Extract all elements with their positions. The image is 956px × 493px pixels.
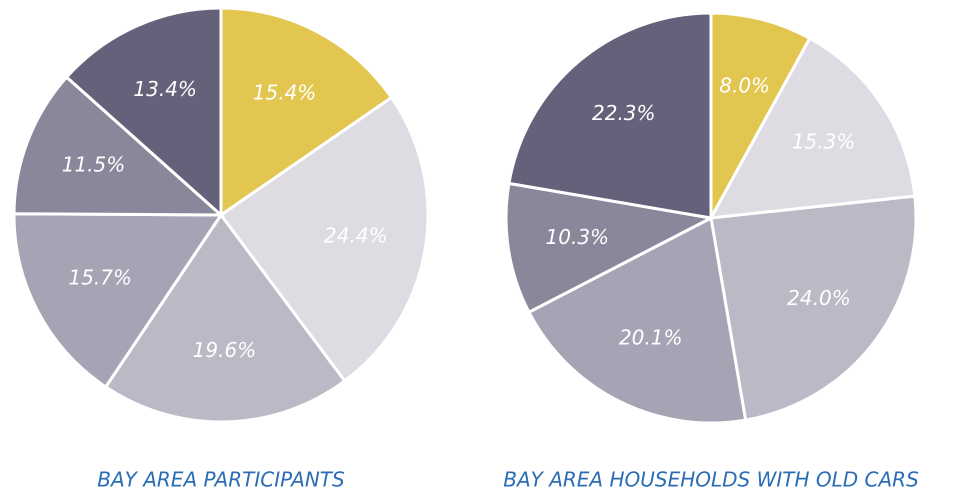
pie-slice — [219, 6, 394, 218]
slice-label: 24.4% — [324, 224, 388, 248]
pie-slice — [507, 11, 713, 220]
slice-label: 15.7% — [68, 265, 132, 289]
pie-slice — [103, 212, 347, 424]
chart-title: BAY AREA HOUSEHOLDS WITH OLD CARS — [503, 468, 919, 492]
slice-label: 15.3% — [792, 130, 856, 154]
pie-slice — [64, 6, 223, 219]
slice-label: 24.0% — [787, 286, 851, 310]
pie-slice — [12, 75, 225, 217]
slice-label: 10.3% — [546, 225, 610, 249]
slice-label: 19.6% — [193, 338, 257, 362]
slice-label: 15.4% — [253, 81, 317, 105]
pie-slice — [526, 215, 748, 425]
slice-label: 20.1% — [619, 326, 683, 350]
pie-slice — [709, 11, 812, 219]
slice-label: 11.5% — [62, 152, 126, 176]
pie-slice — [218, 95, 430, 384]
chart-title: BAY AREA PARTICIPANTS — [97, 468, 345, 492]
pie-slice — [708, 36, 917, 220]
slice-label: 22.3% — [592, 101, 656, 125]
slice-label: 13.4% — [133, 77, 197, 101]
slice-label: 8.0% — [719, 73, 770, 97]
pie-slice — [12, 212, 224, 390]
pie-slice — [709, 194, 918, 422]
pie-slice — [504, 181, 716, 315]
